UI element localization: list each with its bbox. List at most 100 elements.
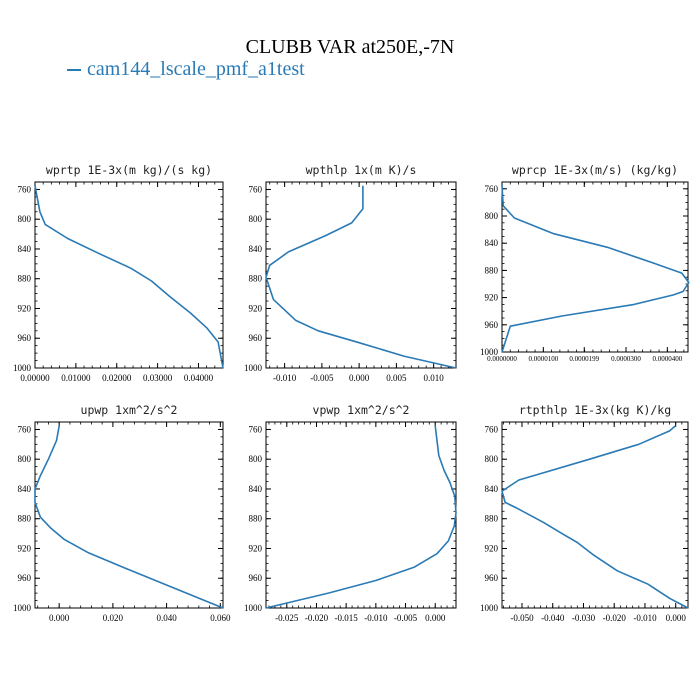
x-tick-label: 0.01000 (61, 373, 91, 383)
y-tick-label: 760 (249, 184, 263, 194)
y-tick-label: 840 (485, 238, 499, 248)
x-tick-label: 0.03000 (143, 373, 173, 383)
y-tick-label: 880 (18, 274, 32, 284)
subplot-title: wprcp 1E-3x(m/s) (kg/kg) (512, 163, 678, 177)
y-tick-label: 880 (485, 265, 499, 275)
y-tick-label: 960 (18, 333, 32, 343)
subplot-5: vpwp 1xm^2/s^2 760 800 840 880 920 960 1000 -0.0… (244, 403, 457, 623)
plot-frame (34, 181, 224, 369)
series-line (34, 185, 224, 369)
subplot-title: vpwp 1xm^2/s^2 (313, 403, 410, 417)
subplot-title: rtpthlp 1E-3x(kg K)/kg (519, 403, 671, 417)
subplot-2: wpthlp 1x(m K)/s 760 800 840 880 920 960 1000 -0… (244, 163, 457, 383)
y-tick-label: 840 (18, 244, 32, 254)
x-tick-label: -0.040 (541, 613, 565, 623)
x-tick-label: -0.010 (364, 613, 388, 623)
series-line (265, 425, 457, 609)
series-line (34, 425, 224, 609)
y-tick-label: 1000 (13, 603, 32, 613)
y-tick-label: 800 (18, 214, 32, 224)
x-tick-label: -0.010 (633, 613, 657, 623)
y-tick-label: 800 (18, 454, 32, 464)
y-tick-label: 840 (249, 244, 263, 254)
y-tick-label: 920 (249, 303, 263, 313)
x-tick-label: 0.02000 (102, 373, 132, 383)
y-tick-label: 880 (485, 514, 499, 524)
y-tick-label: 840 (249, 484, 263, 494)
x-tick-label: -0.020 (305, 613, 329, 623)
y-tick-label: 960 (249, 573, 263, 583)
x-tick-label: 0.010 (424, 373, 445, 383)
x-tick-label: 0.0000100 (528, 355, 558, 363)
y-tick-label: 800 (485, 211, 499, 221)
y-tick-label: 760 (249, 424, 263, 434)
y-tick-label: 1000 (480, 603, 499, 613)
y-tick-label: 960 (485, 320, 499, 330)
y-tick-label: 760 (485, 184, 499, 194)
x-tick-label: -0.030 (572, 613, 596, 623)
legend-swatch (67, 68, 81, 71)
x-tick-label: 0.0000400 (652, 355, 682, 363)
y-tick-label: 1000 (13, 363, 32, 373)
x-tick-label: 0.005 (386, 373, 407, 383)
x-tick-label: -0.025 (275, 613, 299, 623)
y-tick-label: 920 (485, 543, 499, 553)
subplot-title: wpthlp 1x(m K)/s (306, 163, 417, 177)
y-tick-label: 800 (249, 214, 263, 224)
y-tick-label: 800 (485, 454, 499, 464)
legend: cam144_lscale_pmf_a1test (67, 58, 305, 81)
y-tick-label: 920 (485, 293, 499, 303)
x-tick-label: -0.020 (603, 613, 627, 623)
y-tick-label: 880 (249, 514, 263, 524)
x-tick-label: 0.04000 (184, 373, 214, 383)
y-tick-label: 1000 (244, 603, 263, 613)
series-line (265, 185, 457, 369)
subplot-title: upwp 1xm^2/s^2 (81, 403, 178, 417)
y-tick-label: 920 (249, 543, 263, 553)
plot-frame (501, 421, 689, 609)
subplot-6: rtpthlp 1E-3x(kg K)/kg 760 800 840 880 920 960… (480, 403, 689, 623)
y-tick-label: 880 (18, 514, 32, 524)
y-tick-label: 920 (18, 303, 32, 313)
x-tick-label: 0.060 (210, 613, 231, 623)
series-line (501, 425, 689, 609)
x-tick-label: 0.040 (156, 613, 177, 623)
y-tick-label: 960 (249, 333, 263, 343)
y-tick-label: 1000 (244, 363, 263, 373)
y-tick-label: 960 (18, 573, 32, 583)
legend-label: cam144_lscale_pmf_a1test (87, 58, 305, 80)
y-tick-label: 760 (18, 184, 32, 194)
plot-frame (501, 181, 689, 353)
x-tick-label: 0.000 (349, 373, 370, 383)
y-tick-label: 800 (249, 454, 263, 464)
subplot-title: wprtp 1E-3x(m kg)/(s kg) (46, 163, 212, 177)
y-tick-label: 760 (18, 424, 32, 434)
y-tick-label: 840 (485, 484, 499, 494)
subplot-1: wprtp 1E-3x(m kg)/(s kg) 760 800 840 880 920 9… (13, 163, 224, 383)
x-tick-label: 0.020 (103, 613, 124, 623)
subplot-3: wprcp 1E-3x(m/s) (kg/kg) 760 800 840 880 920 9… (480, 163, 690, 363)
x-tick-label: -0.005 (394, 613, 418, 623)
plot-frame (34, 421, 224, 609)
x-tick-label: 0.000 (49, 613, 70, 623)
series-line (501, 185, 690, 353)
plot-frame (265, 421, 457, 609)
x-tick-label: 0.0000199 (569, 355, 599, 363)
x-tick-label: -0.050 (510, 613, 534, 623)
y-tick-label: 920 (18, 543, 32, 553)
x-tick-label: -0.005 (310, 373, 334, 383)
x-tick-label: 0.00000 (20, 373, 50, 383)
plot-frame (265, 181, 457, 369)
x-tick-label: -0.010 (273, 373, 297, 383)
x-tick-label: 0.0000300 (611, 355, 641, 363)
figure-title: CLUBB VAR at250E,-7N (245, 36, 455, 58)
x-tick-label: 0.000 (666, 613, 687, 623)
subplot-4: upwp 1xm^2/s^2 760 800 840 880 920 960 1000 0.00… (13, 403, 231, 623)
y-tick-label: 880 (249, 274, 263, 284)
y-tick-label: 760 (485, 424, 499, 434)
x-tick-label: 0.000 (425, 613, 446, 623)
y-tick-label: 840 (18, 484, 32, 494)
x-tick-label: -0.015 (335, 613, 359, 623)
y-tick-label: 1000 (480, 347, 499, 357)
